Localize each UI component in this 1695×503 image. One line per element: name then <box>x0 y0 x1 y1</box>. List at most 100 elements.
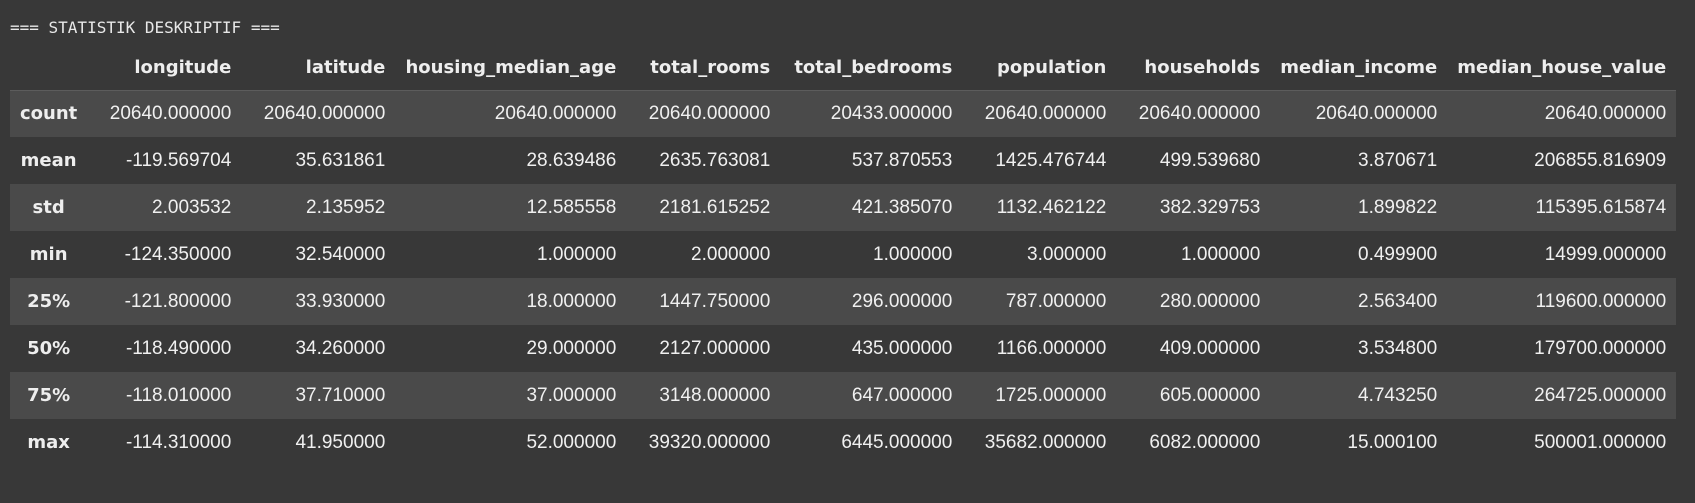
column-header: median_income <box>1280 57 1438 79</box>
column-header: population <box>997 57 1107 79</box>
table-cell: 647.000000 <box>851 384 953 406</box>
table-cell: 119600.000000 <box>1535 290 1667 312</box>
table-row: 25% -121.800000 33.930000 18.000000 1447… <box>10 278 1677 325</box>
header-row: longitude latitude housing_median_age to… <box>10 46 1676 90</box>
output-heading: === STATISTIK DESKRIPTIF === <box>10 18 280 37</box>
table-cell: 12.585558 <box>526 196 617 218</box>
table-cell: 2181.615252 <box>659 196 771 218</box>
table-row: max -114.310000 41.950000 52.000000 3932… <box>10 419 1677 466</box>
index-header <box>10 46 87 90</box>
cell-output: === STATISTIK DESKRIPTIF === longitude l… <box>10 18 1677 466</box>
table-cell: -114.310000 <box>125 431 232 453</box>
table-cell: 3.534800 <box>1358 337 1438 359</box>
table-cell: 409.000000 <box>1159 337 1261 359</box>
table-row: count 20640.000000 20640.000000 20640.00… <box>10 89 1677 137</box>
table-cell: 20640.000000 <box>1116 89 1271 137</box>
table-cell: -124.350000 <box>124 243 232 265</box>
table-cell: 435.000000 <box>851 337 953 359</box>
table-cell: 37.000000 <box>526 384 617 406</box>
table-cell: -118.010000 <box>125 384 232 406</box>
table-cell: 35682.000000 <box>984 431 1107 453</box>
table-cell: 1.000000 <box>1181 243 1261 265</box>
table-cell: 15.000100 <box>1347 431 1438 453</box>
table-cell: 382.329753 <box>1159 196 1261 218</box>
table-cell: 206855.816909 <box>1534 149 1667 171</box>
table-cell: 33.930000 <box>295 290 386 312</box>
table-cell: 179700.000000 <box>1534 337 1667 359</box>
table-cell: -119.569704 <box>125 149 232 171</box>
row-label: std <box>32 197 65 218</box>
table-cell: 6445.000000 <box>841 431 953 453</box>
table-cell: 18.000000 <box>526 290 617 312</box>
row-label: mean <box>20 150 77 171</box>
table-cell: 1425.476744 <box>995 149 1107 171</box>
table-row: mean -119.569704 35.631861 28.639486 263… <box>10 137 1677 184</box>
table-cell: 28.639486 <box>526 149 617 171</box>
table-cell: 20640.000000 <box>241 89 396 137</box>
table-cell: 2635.763081 <box>659 149 771 171</box>
table-cell: 14999.000000 <box>1544 243 1667 265</box>
table-cell: 2127.000000 <box>659 337 771 359</box>
table-cell: 35.631861 <box>295 149 386 171</box>
table-cell: 20640.000000 <box>962 89 1117 137</box>
table-cell: 0.499900 <box>1358 243 1438 265</box>
table-cell: 1.000000 <box>873 243 953 265</box>
row-label: 75% <box>27 385 71 406</box>
table-cell: 296.000000 <box>851 290 953 312</box>
column-header: households <box>1144 57 1261 79</box>
table-cell: 34.260000 <box>295 337 386 359</box>
table-cell: 2.003532 <box>152 196 232 218</box>
table-cell: 20640.000000 <box>626 89 781 137</box>
table-cell: 1.899822 <box>1358 196 1438 218</box>
table-cell: 421.385070 <box>851 196 953 218</box>
table-cell: 499.539680 <box>1159 149 1261 171</box>
table-row: std 2.003532 2.135952 12.585558 2181.615… <box>10 184 1677 231</box>
table-cell: 115395.615874 <box>1535 196 1667 218</box>
table-cell: 4.743250 <box>1358 384 1438 406</box>
row-label: 50% <box>27 338 71 359</box>
table-cell: 41.950000 <box>295 431 386 453</box>
column-header: total_rooms <box>650 57 771 79</box>
table-cell: 1725.000000 <box>995 384 1107 406</box>
table-cell: 20640.000000 <box>395 89 627 137</box>
table-cell: 787.000000 <box>1005 290 1107 312</box>
table-cell: 500001.000000 <box>1534 431 1667 453</box>
column-header: total_bedrooms <box>794 57 953 79</box>
table-cell: 3.870671 <box>1358 149 1438 171</box>
row-label: min <box>29 244 68 265</box>
column-header: longitude <box>134 57 232 79</box>
table-cell: 2.135952 <box>306 196 386 218</box>
table-cell: 605.000000 <box>1159 384 1261 406</box>
table-cell: 29.000000 <box>526 337 617 359</box>
table-cell: 1447.750000 <box>659 290 771 312</box>
table-cell: -121.800000 <box>124 290 232 312</box>
table-body: count 20640.000000 20640.000000 20640.00… <box>10 89 1677 466</box>
table-cell: 20433.000000 <box>780 89 963 137</box>
table-cell: 20640.000000 <box>1270 89 1448 137</box>
table-cell: 32.540000 <box>295 243 386 265</box>
table-cell: 280.000000 <box>1159 290 1261 312</box>
table-cell: 39320.000000 <box>648 431 771 453</box>
table-row: 75% -118.010000 37.710000 37.000000 3148… <box>10 372 1677 419</box>
column-header: median_house_value <box>1457 57 1667 79</box>
table-cell: 537.870553 <box>851 149 953 171</box>
table-cell: 3148.000000 <box>659 384 771 406</box>
column-header: latitude <box>305 57 386 79</box>
table-cell: 37.710000 <box>295 384 386 406</box>
table-cell: 20640.000000 <box>87 89 242 137</box>
table-cell: 52.000000 <box>526 431 617 453</box>
row-label: max <box>27 432 70 453</box>
table-cell: 1.000000 <box>537 243 617 265</box>
column-header: housing_median_age <box>405 57 617 79</box>
table-cell: 1166.000000 <box>996 337 1107 359</box>
table-cell: 3.000000 <box>1027 243 1107 265</box>
table-cell: 6082.000000 <box>1149 431 1261 453</box>
table-cell: -118.490000 <box>125 337 232 359</box>
row-label: 25% <box>27 291 71 312</box>
describe-table: longitude latitude housing_median_age to… <box>10 46 1677 466</box>
table-cell: 1132.462122 <box>996 196 1107 218</box>
table-cell: 264725.000000 <box>1534 384 1667 406</box>
table-row: 50% -118.490000 34.260000 29.000000 2127… <box>10 325 1677 372</box>
table-row: min -124.350000 32.540000 1.000000 2.000… <box>10 231 1677 278</box>
table-cell: 2.563400 <box>1358 290 1438 312</box>
